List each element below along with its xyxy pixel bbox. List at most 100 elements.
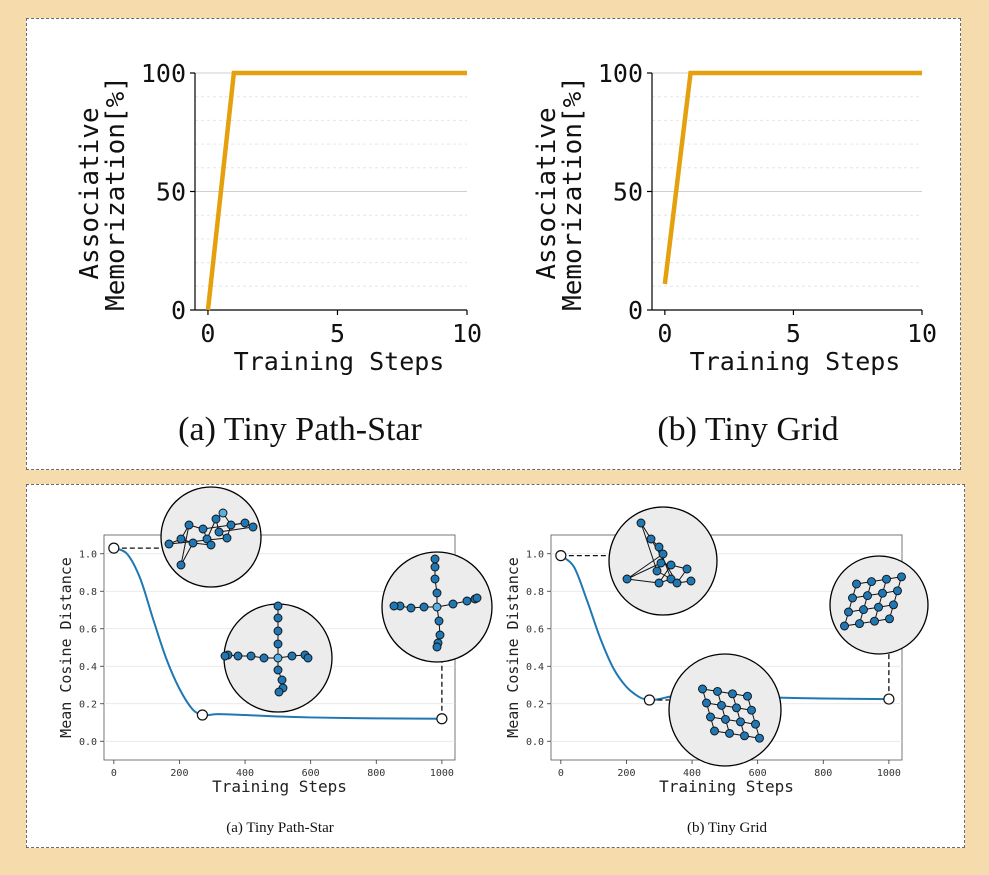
graph-node: [273, 601, 283, 611]
x-tick-label: 0: [657, 319, 672, 348]
x-axis-label: Training Steps: [659, 777, 794, 796]
series-line: [662, 70, 922, 285]
graph-node: [430, 562, 440, 572]
graph-node: [188, 538, 198, 548]
graph-node: [755, 733, 764, 743]
y-tick-label: 0.0: [526, 737, 544, 748]
graph-node: [717, 700, 726, 710]
top-figure-panel: [26, 18, 961, 470]
graph-node: [248, 522, 258, 532]
x-tick-label: 600: [302, 768, 320, 779]
graph-node: [844, 607, 853, 617]
marker-mid: [196, 709, 209, 721]
graph-node: [646, 534, 656, 544]
graph-inset: [381, 551, 493, 663]
graph-edge: [202, 522, 246, 530]
x-tick-label: 400: [236, 768, 254, 779]
graph-edge: [626, 553, 664, 580]
graph-node: [246, 651, 256, 661]
x-tick-label: 0: [111, 768, 117, 779]
graph-node: [740, 731, 749, 741]
x-tick-label: 200: [617, 768, 635, 779]
graph-node: [176, 560, 186, 570]
graph-node: [840, 621, 849, 631]
graph-node: [273, 665, 283, 675]
graph-node: [202, 534, 212, 544]
graph-edge: [626, 578, 660, 584]
series-line: [205, 70, 467, 311]
x-axis-label: Training Steps: [690, 347, 901, 376]
graph-node: [666, 574, 676, 584]
graph-node: [198, 524, 208, 534]
graph-node: [698, 684, 707, 694]
caption: (b) Tiny Grid: [657, 411, 838, 448]
graph-node: [656, 558, 666, 568]
graph-node: [226, 520, 236, 530]
graph-node: [882, 574, 891, 584]
graph-node: [303, 653, 313, 663]
y-axis-label: Mean Cosine Distance: [57, 557, 75, 738]
graph-node: [432, 588, 442, 598]
x-tick-label: 400: [683, 768, 701, 779]
x-tick-label: 800: [814, 768, 832, 779]
y-tick-label: 0.4: [79, 662, 97, 673]
graph-node: [430, 574, 440, 584]
graph-node: [434, 616, 444, 626]
graph-node: [706, 712, 715, 722]
x-axis-label: Training Steps: [234, 347, 445, 376]
graph-node: [287, 651, 297, 661]
y-axis-label-line2: Memorization[%]: [558, 76, 588, 311]
caption: (a) Tiny Path-Star: [178, 411, 422, 448]
graph-node: [164, 539, 174, 549]
x-tick-label: 1000: [430, 768, 454, 779]
graph-node: [273, 639, 283, 649]
y-tick-label: 0.8: [526, 587, 544, 598]
chart-bottom-a: 0.0 0.2 0.4 0.6 0.8 1.0 0 200 400 600 800 1000 Train…: [57, 486, 493, 836]
y-tick-label: 0.0: [79, 737, 97, 748]
graph-node: [259, 653, 269, 663]
y-axis-label-line2: Memorization[%]: [101, 76, 131, 311]
graph-node: [867, 577, 876, 587]
graph-node: [622, 574, 632, 584]
graph-node: [686, 576, 696, 586]
graph-node: [885, 614, 894, 624]
graph-node: [406, 603, 416, 613]
x-tick-label: 600: [749, 768, 767, 779]
graph-node: [721, 714, 730, 724]
graph-node: [389, 601, 399, 611]
graph-inset: [608, 506, 718, 616]
graph-node: [273, 613, 283, 623]
graph-inset: [220, 601, 333, 713]
graph-node: [863, 591, 872, 601]
y-tick-label: 0: [628, 296, 643, 325]
graph-node: [176, 534, 186, 544]
graph-node: [732, 703, 741, 713]
marker-random: [555, 550, 567, 562]
graph-node: [654, 578, 664, 588]
graph-node: [672, 578, 682, 588]
graph-node: [736, 717, 745, 727]
graph-node: [713, 686, 722, 696]
graph-node: [855, 619, 864, 629]
y-tick-label: 100: [141, 59, 186, 88]
caption: (b) Tiny Grid: [687, 820, 768, 836]
y-tick-label: 0.8: [79, 587, 97, 598]
graph-node: [462, 596, 472, 606]
graph-node: [897, 572, 906, 582]
y-axis-label: Mean Cosine Distance: [504, 557, 522, 738]
y-tick-label: 50: [156, 178, 186, 207]
graph-node: [419, 602, 429, 612]
graph-node: [472, 593, 482, 603]
graph-node: [430, 554, 440, 564]
caption: (a) Tiny Path-Star: [226, 820, 334, 836]
y-tick-label: 50: [613, 178, 643, 207]
graph-node: [214, 527, 224, 537]
graph-node: [702, 698, 711, 708]
y-tick-label: 0.6: [526, 624, 544, 635]
graph-node: [233, 651, 243, 661]
y-tick-label: 0: [171, 296, 186, 325]
graph-edge: [180, 524, 190, 566]
graph-inset: [829, 555, 929, 655]
